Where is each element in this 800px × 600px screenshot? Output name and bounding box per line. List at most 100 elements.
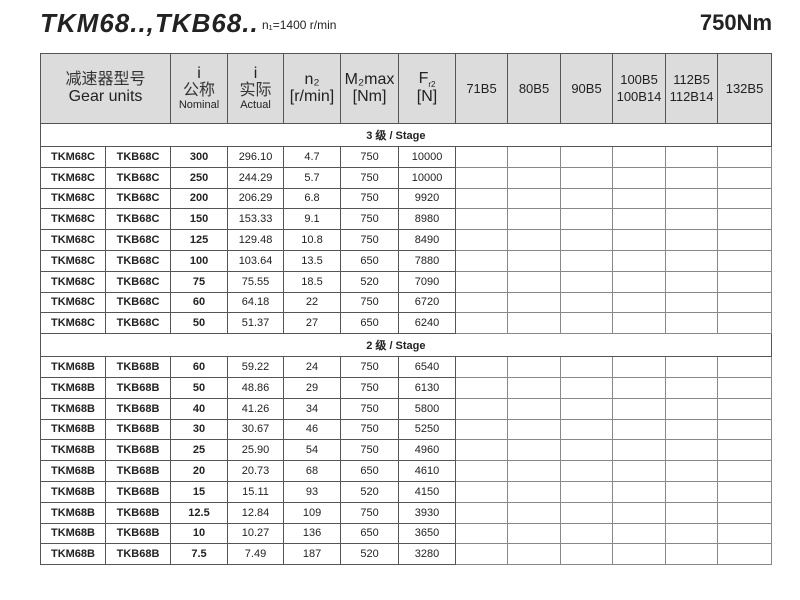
cell-fr2: 3930: [398, 501, 457, 524]
cell-actual-ratio: 64.18: [227, 291, 285, 314]
cell-fr2: 9920: [398, 187, 457, 210]
cell-fr2: 6240: [398, 312, 457, 335]
cell-motor: [717, 356, 773, 378]
cell-motor: [455, 501, 509, 524]
cell-nominal-ratio: 50: [170, 376, 229, 399]
cell-motor: [455, 291, 509, 314]
cell-fr2: 6720: [398, 291, 457, 314]
cell-motor: [612, 356, 667, 378]
cell-motor: [507, 208, 562, 231]
cell-nominal-ratio: 200: [170, 187, 229, 210]
cell-actual-ratio: 129.48: [227, 229, 285, 251]
cell-m2max: 520: [340, 270, 400, 293]
cell-motor: [717, 522, 773, 545]
cell-motor: [560, 522, 614, 545]
cell-motor: [507, 166, 562, 189]
cell-fr2: 7880: [398, 249, 457, 272]
cell-model-tkm: TKM68B: [40, 439, 106, 462]
cell-motor: [507, 543, 562, 566]
cell-n2: 68: [283, 460, 342, 482]
stage-row: 3 级 / Stage: [39, 123, 773, 147]
cell-motor: [507, 460, 562, 482]
cell-model-tkm: TKM68B: [40, 460, 106, 482]
cell-motor: [455, 460, 509, 482]
cell-m2max: 750: [340, 439, 400, 462]
cell-nominal-ratio: 25: [170, 439, 229, 462]
cell-model-tkb: TKB68C: [104, 166, 172, 189]
cell-motor: [665, 480, 719, 503]
cell-motor: [560, 249, 614, 272]
table-row: TKM68C TKB68C 100 103.64 13.5 650 7880: [40, 249, 773, 272]
table-row: TKM68C TKB68C 60 64.18 22 750 6720: [40, 291, 773, 314]
cell-model-tkb: TKB68B: [104, 397, 172, 420]
input-speed: n₁=1400 r/min: [262, 18, 337, 32]
cell-fr2: 4610: [398, 460, 457, 482]
cell-model-tkb: TKB68C: [104, 208, 172, 231]
cell-actual-ratio: 15.11: [227, 480, 285, 503]
cell-motor: [455, 522, 509, 545]
cell-actual-ratio: 103.64: [227, 249, 285, 272]
stage-label: 3 级 / Stage: [39, 123, 456, 147]
cell-model-tkm: TKM68B: [40, 376, 106, 399]
cell-model-tkm: TKM68B: [40, 522, 106, 545]
cell-fr2: 10000: [398, 166, 457, 189]
cell-model-tkb: TKB68B: [104, 480, 172, 503]
cell-n2: 109: [283, 501, 342, 524]
table-row: TKM68C TKB68C 125 129.48 10.8 750 8490: [40, 229, 773, 251]
cell-motor: [717, 439, 773, 462]
cell-model-tkb: TKB68C: [104, 270, 172, 293]
cell-motor: [612, 460, 667, 482]
cell-motor: [665, 291, 719, 314]
cell-n2: 22: [283, 291, 342, 314]
cell-actual-ratio: 296.10: [227, 146, 285, 168]
cell-model-tkb: TKB68C: [104, 146, 172, 168]
cell-nominal-ratio: 15: [170, 480, 229, 503]
cell-nominal-ratio: 60: [170, 356, 229, 378]
cell-model-tkb: TKB68B: [104, 376, 172, 399]
cell-motor: [507, 356, 562, 378]
cell-motor: [455, 312, 509, 335]
cell-motor: [612, 312, 667, 335]
cell-motor: [455, 418, 509, 441]
cell-motor: [717, 146, 773, 168]
cell-n2: 187: [283, 543, 342, 566]
cell-model-tkb: TKB68B: [104, 439, 172, 462]
cell-motor: [560, 166, 614, 189]
cell-actual-ratio: 153.33: [227, 208, 285, 231]
cell-nominal-ratio: 60: [170, 291, 229, 314]
cell-n2: 24: [283, 356, 342, 378]
cell-model-tkm: TKM68B: [40, 543, 106, 566]
cell-n2: 10.8: [283, 229, 342, 251]
cell-motor: [560, 460, 614, 482]
cell-motor: [717, 543, 773, 566]
cell-n2: 46: [283, 418, 342, 441]
header-motor-90b5: 90B5: [560, 53, 614, 124]
header-gear-units: 减速器型号 Gear units: [39, 53, 172, 124]
table-row: TKM68B TKB68B 30 30.67 46 750 5250: [40, 418, 773, 441]
cell-motor: [665, 460, 719, 482]
cell-n2: 4.7: [283, 146, 342, 168]
cell-nominal-ratio: 100: [170, 249, 229, 272]
cell-motor: [717, 229, 773, 251]
cell-fr2: 5250: [398, 418, 457, 441]
cell-nominal-ratio: 7.5: [170, 543, 229, 566]
cell-model-tkb: TKB68C: [104, 249, 172, 272]
header-fr2: Fr2 [N]: [398, 53, 457, 124]
cell-actual-ratio: 41.26: [227, 397, 285, 420]
cell-actual-ratio: 48.86: [227, 376, 285, 399]
cell-model-tkm: TKM68B: [40, 501, 106, 524]
cell-m2max: 650: [340, 460, 400, 482]
cell-motor: [560, 208, 614, 231]
cell-actual-ratio: 25.90: [227, 439, 285, 462]
cell-motor: [717, 312, 773, 335]
cell-motor: [507, 418, 562, 441]
cell-motor: [717, 501, 773, 524]
cell-motor: [612, 208, 667, 231]
cell-motor: [717, 460, 773, 482]
cell-motor: [560, 291, 614, 314]
cell-motor: [612, 543, 667, 566]
cell-n2: 29: [283, 376, 342, 399]
cell-motor: [455, 397, 509, 420]
cell-motor: [612, 187, 667, 210]
cell-model-tkb: TKB68B: [104, 522, 172, 545]
